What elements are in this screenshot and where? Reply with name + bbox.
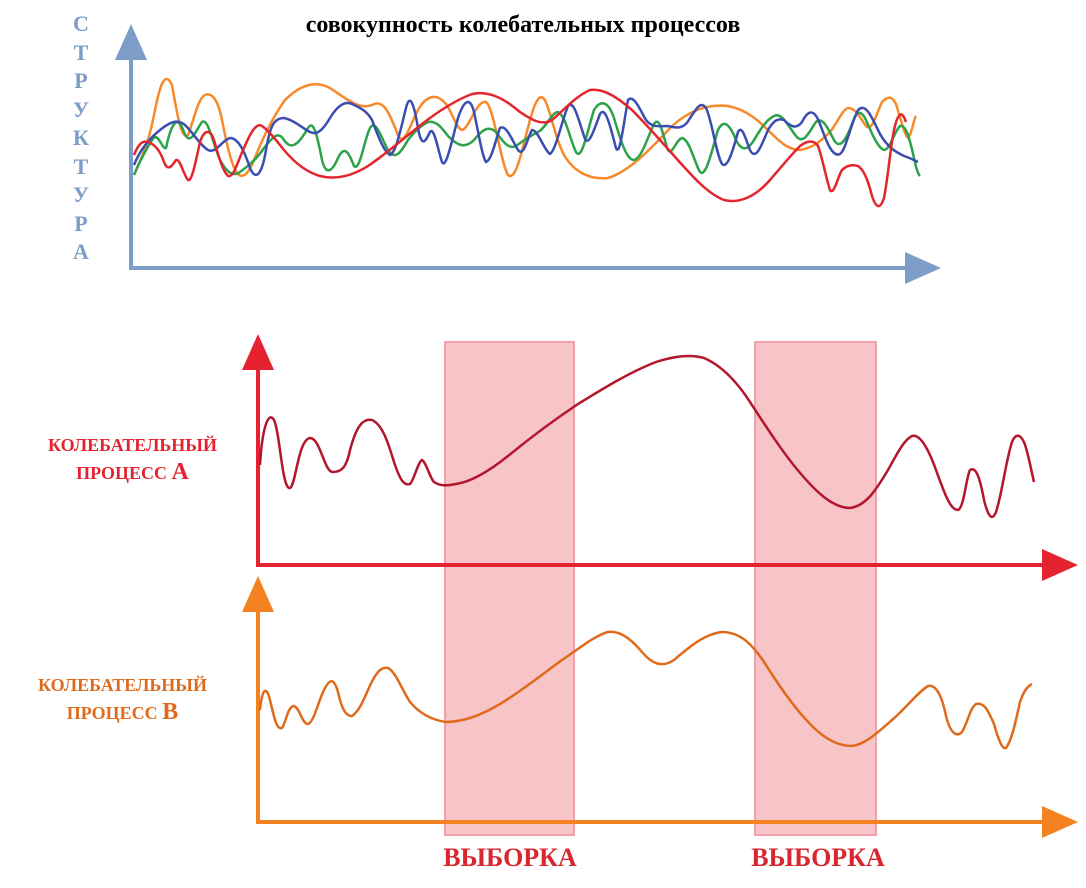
process-a-label-line2: ПРОЦЕСС А [15, 459, 250, 487]
sample-band-2 [754, 341, 877, 836]
top-axes [115, 24, 941, 284]
process-a-axes [242, 334, 1078, 581]
process-a-label: КОЛЕБАТЕЛЬНЫЙ ПРОЦЕСС А [15, 432, 250, 487]
page-title: совокупность колебательных процессов [305, 12, 741, 38]
process-b-axes [242, 576, 1078, 838]
structure-axis-label: С Т Р У К Т У Р А [66, 10, 96, 267]
structure-letter: С [73, 11, 89, 36]
process-b-letter: В [162, 699, 179, 725]
process-b-curve [258, 630, 1033, 750]
series-blue [132, 97, 919, 177]
structure-letter: Р [74, 210, 88, 236]
sample-label-1: ВЫБОРКА [443, 843, 577, 872]
structure-letter: У [72, 96, 90, 122]
structure-letter: Т [73, 39, 89, 65]
series-red [132, 88, 908, 208]
process-a-label-line1: КОЛЕБАТЕЛЬНЫЙ [48, 435, 217, 455]
process-b-label: КОЛЕБАТЕЛЬНЫЙ ПРОЦЕСС В [15, 672, 230, 727]
structure-letter: А [73, 239, 89, 264]
structure-letter: К [73, 125, 89, 150]
process-a-letter: А [171, 459, 189, 485]
process-b-label-line2: ПРОЦЕСС В [15, 699, 230, 727]
process-a-label-word: ПРОЦЕСС [76, 463, 168, 483]
process-a-curve [258, 354, 1036, 519]
structure-letter: Т [73, 153, 89, 179]
sample-band-1 [444, 341, 575, 836]
process-b-label-line1: КОЛЕБАТЕЛЬНЫЙ [38, 675, 207, 695]
structure-letter: У [72, 182, 90, 207]
series-orange [132, 77, 918, 180]
sample-label-2: ВЫБОРКА [751, 843, 885, 872]
process-b-label-word: ПРОЦЕСС [66, 703, 158, 723]
structure-letter: Р [74, 68, 88, 93]
